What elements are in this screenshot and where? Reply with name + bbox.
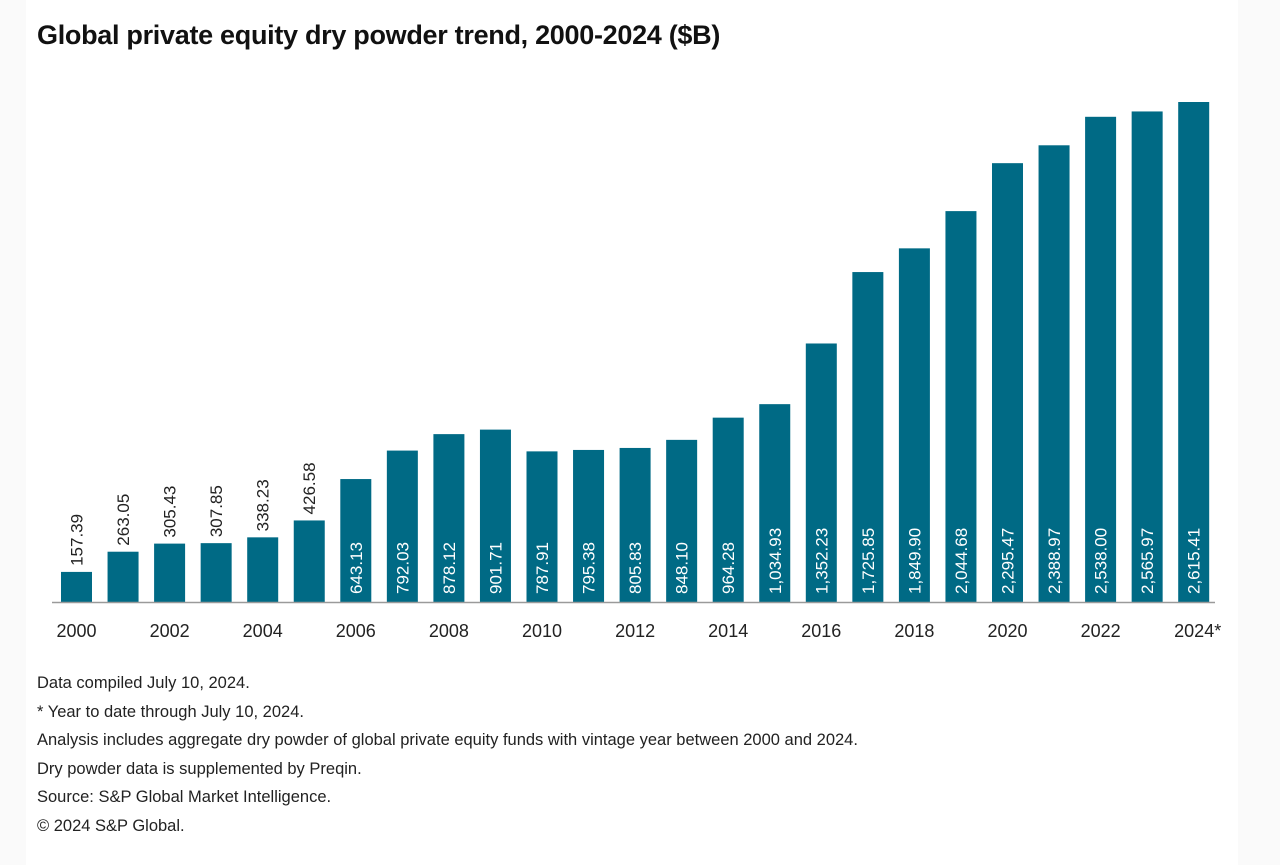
bar-2014 xyxy=(712,417,744,602)
note-preqin: Dry powder data is supplemented by Preqi… xyxy=(37,759,362,778)
data-label-2015: 1,034.93 xyxy=(766,528,785,594)
x-tick-labels-group: 2000 2002 2004 2006 2008 2010 2012 2014 2016 2018… xyxy=(56,621,1221,641)
x-tick-2016: 2016 xyxy=(801,621,841,641)
bar-2005 xyxy=(293,520,325,602)
bar-2017 xyxy=(852,272,884,602)
bar-2021 xyxy=(1038,145,1070,602)
x-tick-2000: 2000 xyxy=(56,621,96,641)
note-compiled: Data compiled July 10, 2024. xyxy=(37,674,250,692)
note-ytd: * Year to date through July 10, 2024. xyxy=(37,702,304,721)
data-label-2023: 2,565.97 xyxy=(1138,528,1157,594)
bar-2013 xyxy=(666,439,698,602)
bar-2001 xyxy=(107,551,139,602)
x-tick-2006: 2006 xyxy=(336,621,376,641)
bar-2018 xyxy=(898,248,930,603)
data-label-2012: 805.83 xyxy=(626,542,645,594)
data-label-2013: 848.10 xyxy=(673,542,692,594)
data-label-2017: 1,725.85 xyxy=(859,528,878,594)
data-label-2000: 157.39 xyxy=(68,514,87,566)
data-label-2014: 964.28 xyxy=(719,542,738,594)
data-label-2006: 643.13 xyxy=(347,542,366,594)
note-copyright: © 2024 S&P Global. xyxy=(37,816,185,835)
footnotes: Data compiled July 10, 2024. * Year to d… xyxy=(37,669,858,840)
x-tick-2014: 2014 xyxy=(708,621,748,641)
bar-2000 xyxy=(61,571,92,602)
bar-2010 xyxy=(526,451,558,602)
data-label-2024: 2,615.41 xyxy=(1185,528,1204,594)
x-tick-2024: 2024* xyxy=(1174,621,1221,641)
data-label-2011: 795.38 xyxy=(580,542,599,594)
x-tick-2022: 2022 xyxy=(1081,621,1121,641)
x-tick-2008: 2008 xyxy=(429,621,469,641)
bar-2024 xyxy=(1178,102,1210,602)
x-tick-2002: 2002 xyxy=(150,621,190,641)
data-labels-group: 157.39 263.05 305.43 307.85 338.23 426.58 643.… xyxy=(68,462,1204,594)
data-label-2018: 1,849.90 xyxy=(905,528,924,594)
bar-2004 xyxy=(247,537,279,602)
x-tick-2010: 2010 xyxy=(522,621,562,641)
bar-2022 xyxy=(1085,116,1117,602)
bar-2002 xyxy=(154,543,186,602)
bar-2023 xyxy=(1131,111,1163,603)
bar-2012 xyxy=(619,447,651,602)
note-analysis: Analysis includes aggregate dry powder o… xyxy=(37,731,858,749)
bar-2011 xyxy=(573,449,605,602)
data-label-2001: 263.05 xyxy=(114,494,133,546)
bar-2019 xyxy=(945,211,977,603)
data-label-2022: 2,538.00 xyxy=(1092,528,1111,594)
bar-2007 xyxy=(386,450,418,602)
note-source: Source: S&P Global Market Intelligence. xyxy=(37,788,332,806)
x-tick-2018: 2018 xyxy=(894,621,934,641)
data-label-2010: 787.91 xyxy=(533,542,552,594)
bar-2020 xyxy=(992,163,1023,602)
chart-title: Global private equity dry powder trend, … xyxy=(37,20,721,50)
data-label-2005: 426.58 xyxy=(300,462,319,514)
x-tick-2020: 2020 xyxy=(987,621,1027,641)
x-tick-2012: 2012 xyxy=(615,621,655,641)
bar-chart: 157.39 263.05 305.43 307.85 338.23 426.58 643.… xyxy=(52,102,1221,641)
data-label-2020: 2,295.47 xyxy=(999,528,1018,594)
data-label-2007: 792.03 xyxy=(393,542,412,594)
data-label-2002: 305.43 xyxy=(161,486,180,538)
data-label-2016: 1,352.23 xyxy=(812,528,831,594)
data-label-2008: 878.12 xyxy=(440,542,459,594)
bar-2008 xyxy=(433,434,465,602)
bar-2006 xyxy=(340,479,372,602)
bar-2009 xyxy=(479,429,511,602)
bar-2003 xyxy=(200,543,232,602)
data-label-2004: 338.23 xyxy=(254,479,273,531)
bars-group xyxy=(61,102,1210,603)
bar-2015 xyxy=(759,404,791,602)
data-label-2021: 2,388.97 xyxy=(1045,528,1064,594)
x-tick-2004: 2004 xyxy=(243,621,283,641)
data-label-2009: 901.71 xyxy=(486,542,505,594)
bar-2016 xyxy=(805,343,837,602)
data-label-2003: 307.85 xyxy=(207,485,226,537)
data-label-2019: 2,044.68 xyxy=(952,528,971,594)
chart-card xyxy=(26,0,1238,865)
